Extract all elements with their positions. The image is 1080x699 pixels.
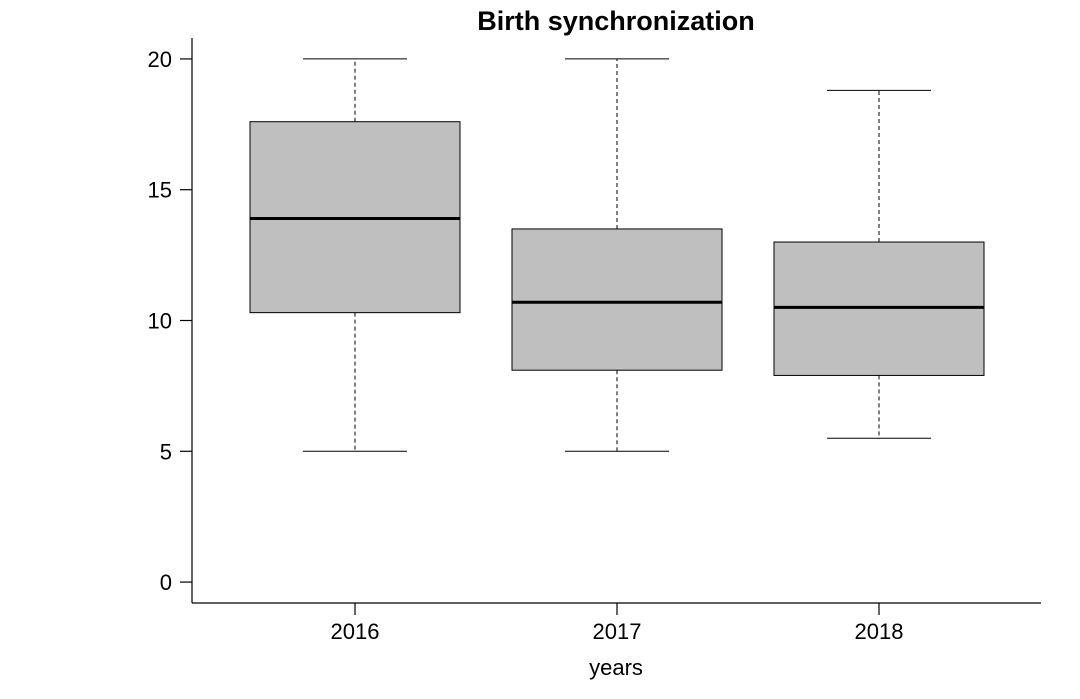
box-2018: [773, 89, 985, 439]
x-axis: 2016 2017 2018: [192, 602, 1041, 644]
chart-title: Birth synchronization: [477, 6, 755, 36]
x-tick-label: 2016: [331, 619, 380, 644]
box-2016: [249, 58, 461, 452]
y-tick-label: 15: [148, 178, 172, 203]
y-tick-label: 20: [148, 47, 172, 72]
iqr-box: [511, 228, 723, 371]
y-axis: 0 5 10 15 20: [148, 38, 193, 603]
x-tick-label: 2018: [855, 619, 904, 644]
y-tick-label: 0: [160, 570, 172, 595]
box-2017: [511, 58, 723, 452]
y-tick-label: 10: [148, 309, 172, 334]
y-tick-label: 5: [160, 439, 172, 464]
x-tick-label: 2017: [593, 619, 642, 644]
x-axis-label: years: [589, 655, 643, 680]
boxes: [249, 58, 985, 452]
